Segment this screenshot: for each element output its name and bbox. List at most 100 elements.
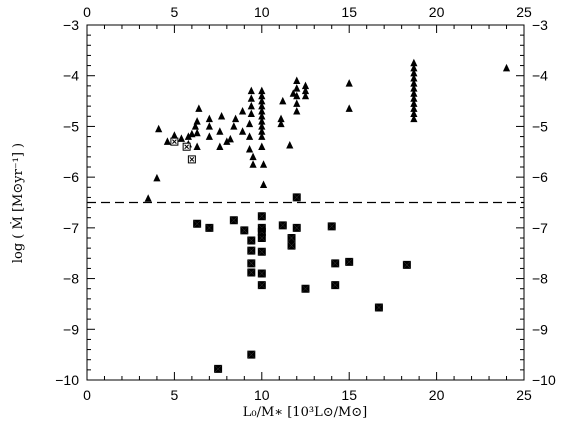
triangle-point bbox=[238, 127, 247, 135]
bowtie-top bbox=[257, 281, 266, 286]
bowtie-left bbox=[374, 303, 379, 312]
bowtie-top bbox=[292, 223, 301, 228]
bowtie-right bbox=[378, 303, 383, 312]
x-tick-label-top: 20 bbox=[429, 4, 445, 20]
bowtie-point bbox=[247, 246, 256, 255]
bowtie-top bbox=[257, 223, 266, 228]
bowtie-bottom bbox=[247, 240, 256, 245]
bowtie-point bbox=[331, 259, 340, 268]
bowtie-left bbox=[193, 219, 198, 228]
triangle-point bbox=[258, 96, 266, 105]
triangle-point bbox=[259, 160, 268, 168]
bowtie-right bbox=[349, 257, 354, 266]
x-tick-label: 10 bbox=[254, 387, 270, 403]
bowtie-right bbox=[261, 234, 266, 242]
bowtie-top bbox=[229, 216, 238, 221]
triangle-point bbox=[259, 180, 268, 188]
bowtie-bottom bbox=[374, 307, 383, 312]
triangle-point bbox=[345, 104, 353, 112]
y-tick-label-right: −3 bbox=[532, 17, 548, 33]
triangle-point bbox=[258, 117, 266, 125]
triangle-point bbox=[245, 132, 254, 140]
triangle-point bbox=[193, 142, 201, 150]
triangle-point bbox=[258, 86, 266, 95]
triangle-point bbox=[205, 114, 213, 123]
square-star-stroke bbox=[184, 144, 189, 150]
bowtie-left bbox=[240, 226, 245, 235]
bowtie-right bbox=[335, 259, 340, 268]
bowtie-top bbox=[257, 247, 266, 252]
bowtie-top bbox=[374, 303, 383, 308]
open-square-point bbox=[170, 137, 179, 146]
bowtie-point bbox=[247, 259, 256, 268]
triangle-point bbox=[247, 109, 255, 117]
bowtie-top bbox=[247, 236, 256, 241]
triangle-point bbox=[279, 96, 287, 105]
triangle-point bbox=[258, 91, 266, 100]
bowtie-bottom bbox=[331, 263, 340, 268]
triangle-point bbox=[205, 132, 213, 140]
triangle-point bbox=[223, 137, 231, 145]
bowtie-bottom bbox=[247, 354, 256, 359]
bowtie-bottom bbox=[287, 238, 296, 242]
triangle-point bbox=[258, 142, 266, 150]
triangle-point bbox=[247, 86, 255, 95]
bowtie-right bbox=[261, 227, 266, 236]
bowtie-bottom bbox=[247, 272, 256, 277]
triangle-point bbox=[249, 160, 257, 168]
bowtie-point bbox=[257, 212, 266, 221]
bowtie-top bbox=[193, 219, 202, 224]
bowtie-top bbox=[331, 259, 340, 264]
triangle-point bbox=[286, 140, 294, 149]
triangle-point bbox=[226, 134, 234, 143]
bowtie-point bbox=[301, 284, 310, 293]
bowtie-right bbox=[282, 221, 287, 230]
bowtie-point bbox=[247, 350, 256, 359]
y-tick-label-right: −4 bbox=[532, 68, 548, 84]
bowtie-top bbox=[331, 281, 340, 286]
triangle-point bbox=[144, 194, 152, 202]
bowtie-left bbox=[287, 241, 292, 250]
bowtie-bottom bbox=[327, 226, 336, 231]
triangle-point bbox=[410, 68, 418, 77]
triangle-point bbox=[277, 114, 285, 123]
triangle-point bbox=[410, 114, 418, 123]
triangle-point bbox=[410, 84, 418, 92]
x-tick-label: 0 bbox=[83, 387, 91, 403]
y-tick-label: −9 bbox=[63, 321, 79, 337]
bowtie-right bbox=[261, 281, 266, 290]
x-tick-label: 25 bbox=[516, 387, 532, 403]
bowtie-right bbox=[251, 259, 256, 268]
x-tick-label-top: 15 bbox=[341, 4, 357, 20]
triangle-point bbox=[163, 137, 172, 145]
bowtie-top bbox=[287, 241, 296, 246]
bowtie-top bbox=[247, 259, 256, 264]
bowtie-top bbox=[257, 227, 266, 232]
y-tick-label-right: −10 bbox=[532, 372, 556, 388]
y-tick-label: −7 bbox=[63, 220, 79, 236]
bowtie-point bbox=[205, 223, 214, 232]
triangle-point bbox=[410, 74, 418, 82]
bowtie-top bbox=[402, 260, 411, 265]
bowtie-top bbox=[301, 284, 310, 289]
triangle-point bbox=[293, 99, 301, 107]
bowtie-right bbox=[218, 364, 223, 373]
bowtie-bottom bbox=[402, 264, 411, 269]
bowtie-point bbox=[374, 303, 383, 312]
bowtie-left bbox=[292, 223, 297, 232]
triangle-point bbox=[193, 117, 201, 125]
bowtie-left bbox=[257, 234, 262, 242]
bowtie-bottom bbox=[214, 368, 223, 373]
bowtie-right bbox=[335, 281, 340, 290]
bowtie-left bbox=[292, 193, 297, 202]
triangle-point bbox=[293, 76, 301, 85]
triangle-point bbox=[245, 119, 254, 128]
triangle-point bbox=[249, 152, 257, 161]
triangle-point bbox=[245, 145, 254, 153]
open-square-point bbox=[187, 155, 196, 164]
triangle-point bbox=[293, 91, 301, 100]
bowtie-bottom bbox=[292, 197, 301, 202]
x-tick-label-top: 25 bbox=[516, 4, 532, 20]
bowtie-bottom bbox=[257, 216, 266, 221]
